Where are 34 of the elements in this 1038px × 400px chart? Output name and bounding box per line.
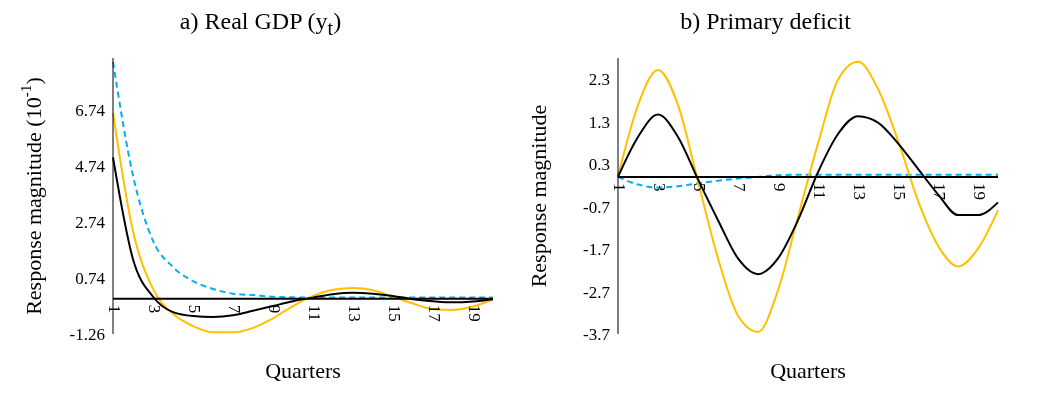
x-tick-label: 1: [610, 182, 630, 192]
y-tick-label: 4.74: [75, 157, 106, 177]
y-tick-label: 2.74: [75, 213, 106, 233]
x-tick-label: 15: [385, 304, 405, 322]
chart-title: b) Primary deficit: [679, 8, 852, 36]
x-tick-label: 3: [145, 304, 165, 314]
x-tick-label: 5: [185, 304, 205, 314]
y-tick-label: 1.3: [588, 112, 610, 132]
x-tick-label: 17: [425, 304, 445, 323]
x-tick-label: 7: [730, 182, 750, 192]
x-tick-label: 11: [810, 182, 830, 200]
y-tick-label: -1.26: [69, 325, 105, 345]
x-tick-label: 9: [770, 182, 790, 192]
y-tick-label: 0.3: [588, 155, 610, 175]
y-tick-label: 0.74: [75, 269, 106, 289]
x-tick-label: 15: [890, 182, 910, 200]
y-tick-label: 2.3: [588, 70, 610, 90]
x-tick-label: 11: [305, 304, 325, 322]
y-tick-label: -1.7: [583, 240, 611, 260]
y-tick-label: 6.74: [75, 101, 106, 121]
x-tick-label: 3: [650, 182, 670, 192]
y-tick-label: -2.7: [583, 282, 611, 302]
x-tick-label: 19: [970, 182, 990, 200]
x-axis-title: Quarters: [265, 358, 341, 383]
y-tick-label: -3.7: [583, 325, 611, 345]
x-axis-title: Quarters: [770, 358, 846, 383]
x-tick-label: 13: [345, 304, 365, 322]
x-tick-label: 19: [465, 304, 485, 322]
y-tick-label: -0.7: [583, 197, 611, 217]
chart-title: a) Real GDP (y$_{t}$): [178, 8, 343, 41]
x-tick-label: 13: [850, 182, 870, 200]
y-axis-title: Response magnitude: [526, 104, 552, 288]
x-tick-label: 7: [225, 304, 245, 314]
x-tick-label: 1: [105, 304, 125, 314]
